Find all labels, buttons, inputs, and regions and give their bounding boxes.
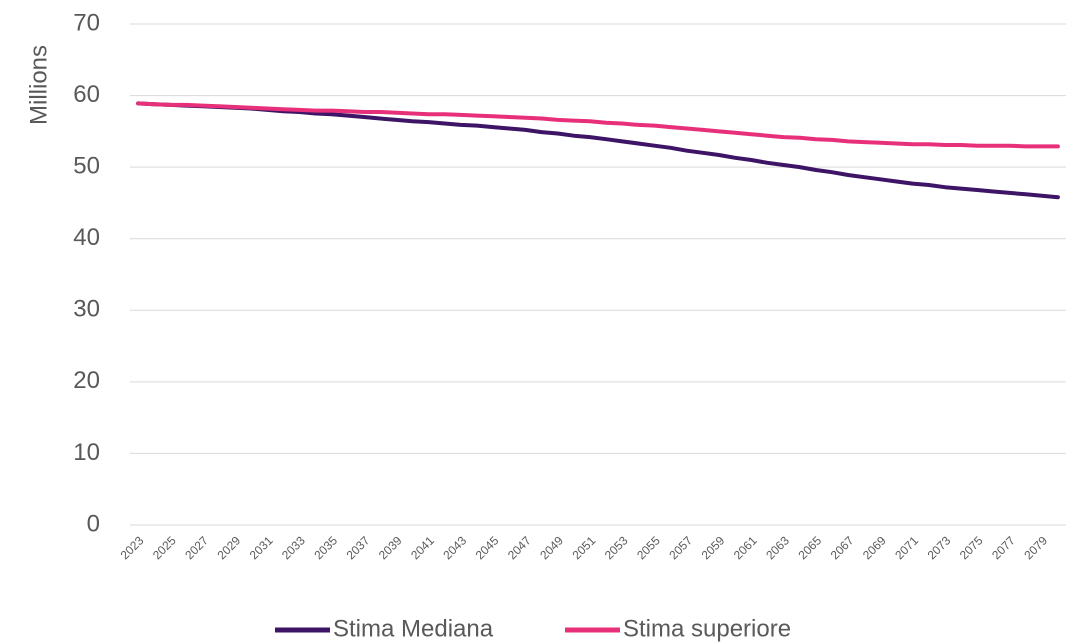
y-tick-label: 30 xyxy=(73,296,100,323)
x-tick-label: 2033 xyxy=(279,533,308,562)
y-tick-label: 40 xyxy=(73,224,100,251)
legend-label: Stima Mediana xyxy=(333,615,494,642)
x-tick-label: 2039 xyxy=(376,533,405,562)
y-axis-label: Millions xyxy=(25,45,52,125)
x-tick-label: 2075 xyxy=(957,533,986,562)
x-tick-label: 2057 xyxy=(666,533,695,562)
y-tick-label: 50 xyxy=(73,152,100,179)
x-tick-label: 2043 xyxy=(440,533,469,562)
x-tick-label: 2049 xyxy=(537,533,566,562)
x-tick-label: 2067 xyxy=(828,533,857,562)
x-tick-label: 2051 xyxy=(570,533,599,562)
x-tick-label: 2055 xyxy=(634,533,663,562)
x-tick-label: 2065 xyxy=(795,533,824,562)
x-tick-label: 2031 xyxy=(247,533,276,562)
x-tick-label: 2063 xyxy=(763,533,792,562)
y-tick-label: 70 xyxy=(73,9,100,36)
x-tick-label: 2029 xyxy=(214,533,243,562)
x-tick-label: 2023 xyxy=(118,533,147,562)
x-tick-label: 2079 xyxy=(1021,533,1050,562)
x-tick-label: 2059 xyxy=(699,533,728,562)
y-tick-label: 20 xyxy=(73,367,100,394)
x-tick-label: 2025 xyxy=(150,533,179,562)
x-tick-label: 2069 xyxy=(860,533,889,562)
legend-label: Stima superiore xyxy=(623,615,791,642)
x-tick-label: 2077 xyxy=(989,533,1018,562)
y-tick-label: 0 xyxy=(87,510,100,537)
series-line xyxy=(136,101,1060,200)
x-tick-label: 2027 xyxy=(182,533,211,562)
x-tick-label: 2053 xyxy=(602,533,631,562)
x-tick-label: 2035 xyxy=(311,533,340,562)
x-tick-label: 2073 xyxy=(925,533,954,562)
y-tick-label: 60 xyxy=(73,81,100,108)
x-tick-label: 2047 xyxy=(505,533,534,562)
x-tick-label: 2045 xyxy=(473,533,502,562)
x-tick-label: 2037 xyxy=(344,533,373,562)
x-tick-label: 2071 xyxy=(892,533,921,562)
series-line xyxy=(136,101,1060,149)
x-tick-label: 2041 xyxy=(408,533,437,562)
x-tick-label: 2061 xyxy=(731,533,760,562)
y-tick-label: 10 xyxy=(73,439,100,466)
